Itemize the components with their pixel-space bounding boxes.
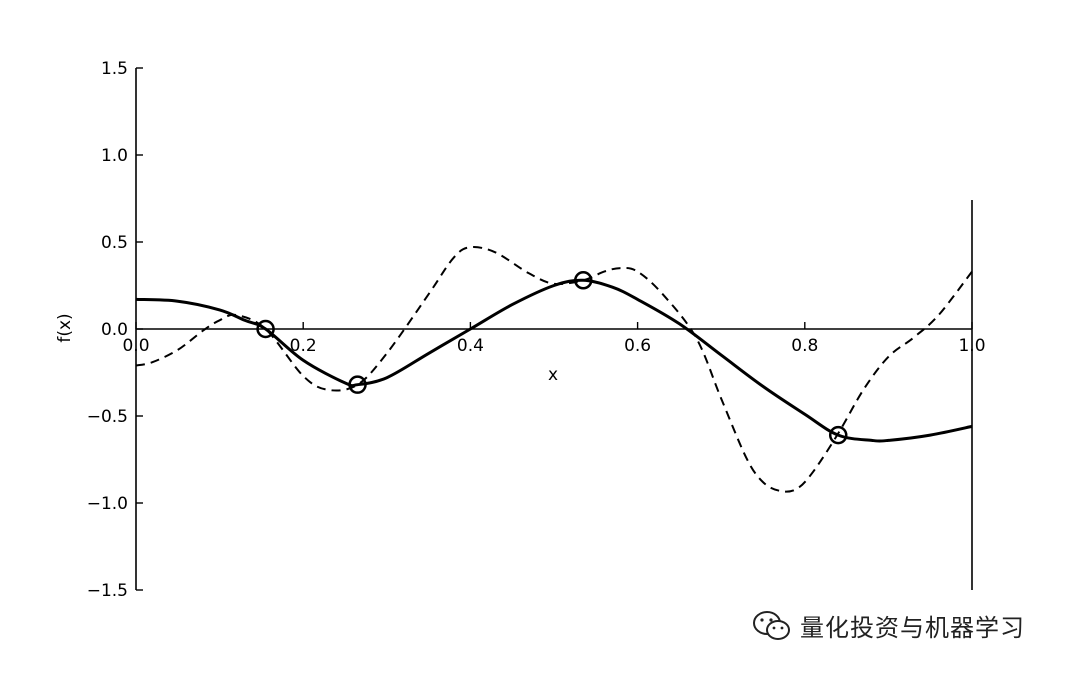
axes <box>135 68 973 590</box>
y-tick-label: −1.0 <box>87 494 128 514</box>
sample-marker <box>828 425 848 445</box>
y-axis-label: f(x) <box>55 313 75 342</box>
series-line-function <box>135 278 973 443</box>
x-tick-label: 1.0 <box>958 336 985 356</box>
watermark-text: 量化投资与机器学习 <box>800 614 1025 642</box>
wechat-icon <box>753 610 790 640</box>
sample-marker <box>348 375 367 394</box>
y-tick-label: 0.5 <box>101 233 128 253</box>
sample-marker <box>574 271 593 290</box>
watermark: 量化投资与机器学习 <box>752 608 1025 643</box>
x-tick-label: 0.6 <box>624 336 651 356</box>
x-tick-label: 0.4 <box>457 336 484 356</box>
x-tick-label: 0.2 <box>290 336 317 356</box>
x-axis-label: x <box>548 365 558 385</box>
sample-markers <box>256 271 848 445</box>
y-tick-label: −1.5 <box>87 581 128 601</box>
y-tick-label: −0.5 <box>87 407 128 427</box>
y-tick-label: 0.0 <box>101 320 128 340</box>
x-tick-label: 0.0 <box>122 336 149 356</box>
series-line-approximation <box>135 246 973 493</box>
x-ticks: 0.0 0.2 0.4 0.6 0.8 1.0 <box>122 322 986 356</box>
sample-marker <box>256 319 275 339</box>
y-tick-label: 1.0 <box>101 146 128 166</box>
y-tick-label: 1.5 <box>101 59 128 79</box>
series <box>135 246 973 493</box>
x-tick-label: 0.8 <box>791 336 818 356</box>
y-ticks: −1.5 −1.0 −0.5 0.0 0.5 1.0 1.5 <box>87 59 143 601</box>
